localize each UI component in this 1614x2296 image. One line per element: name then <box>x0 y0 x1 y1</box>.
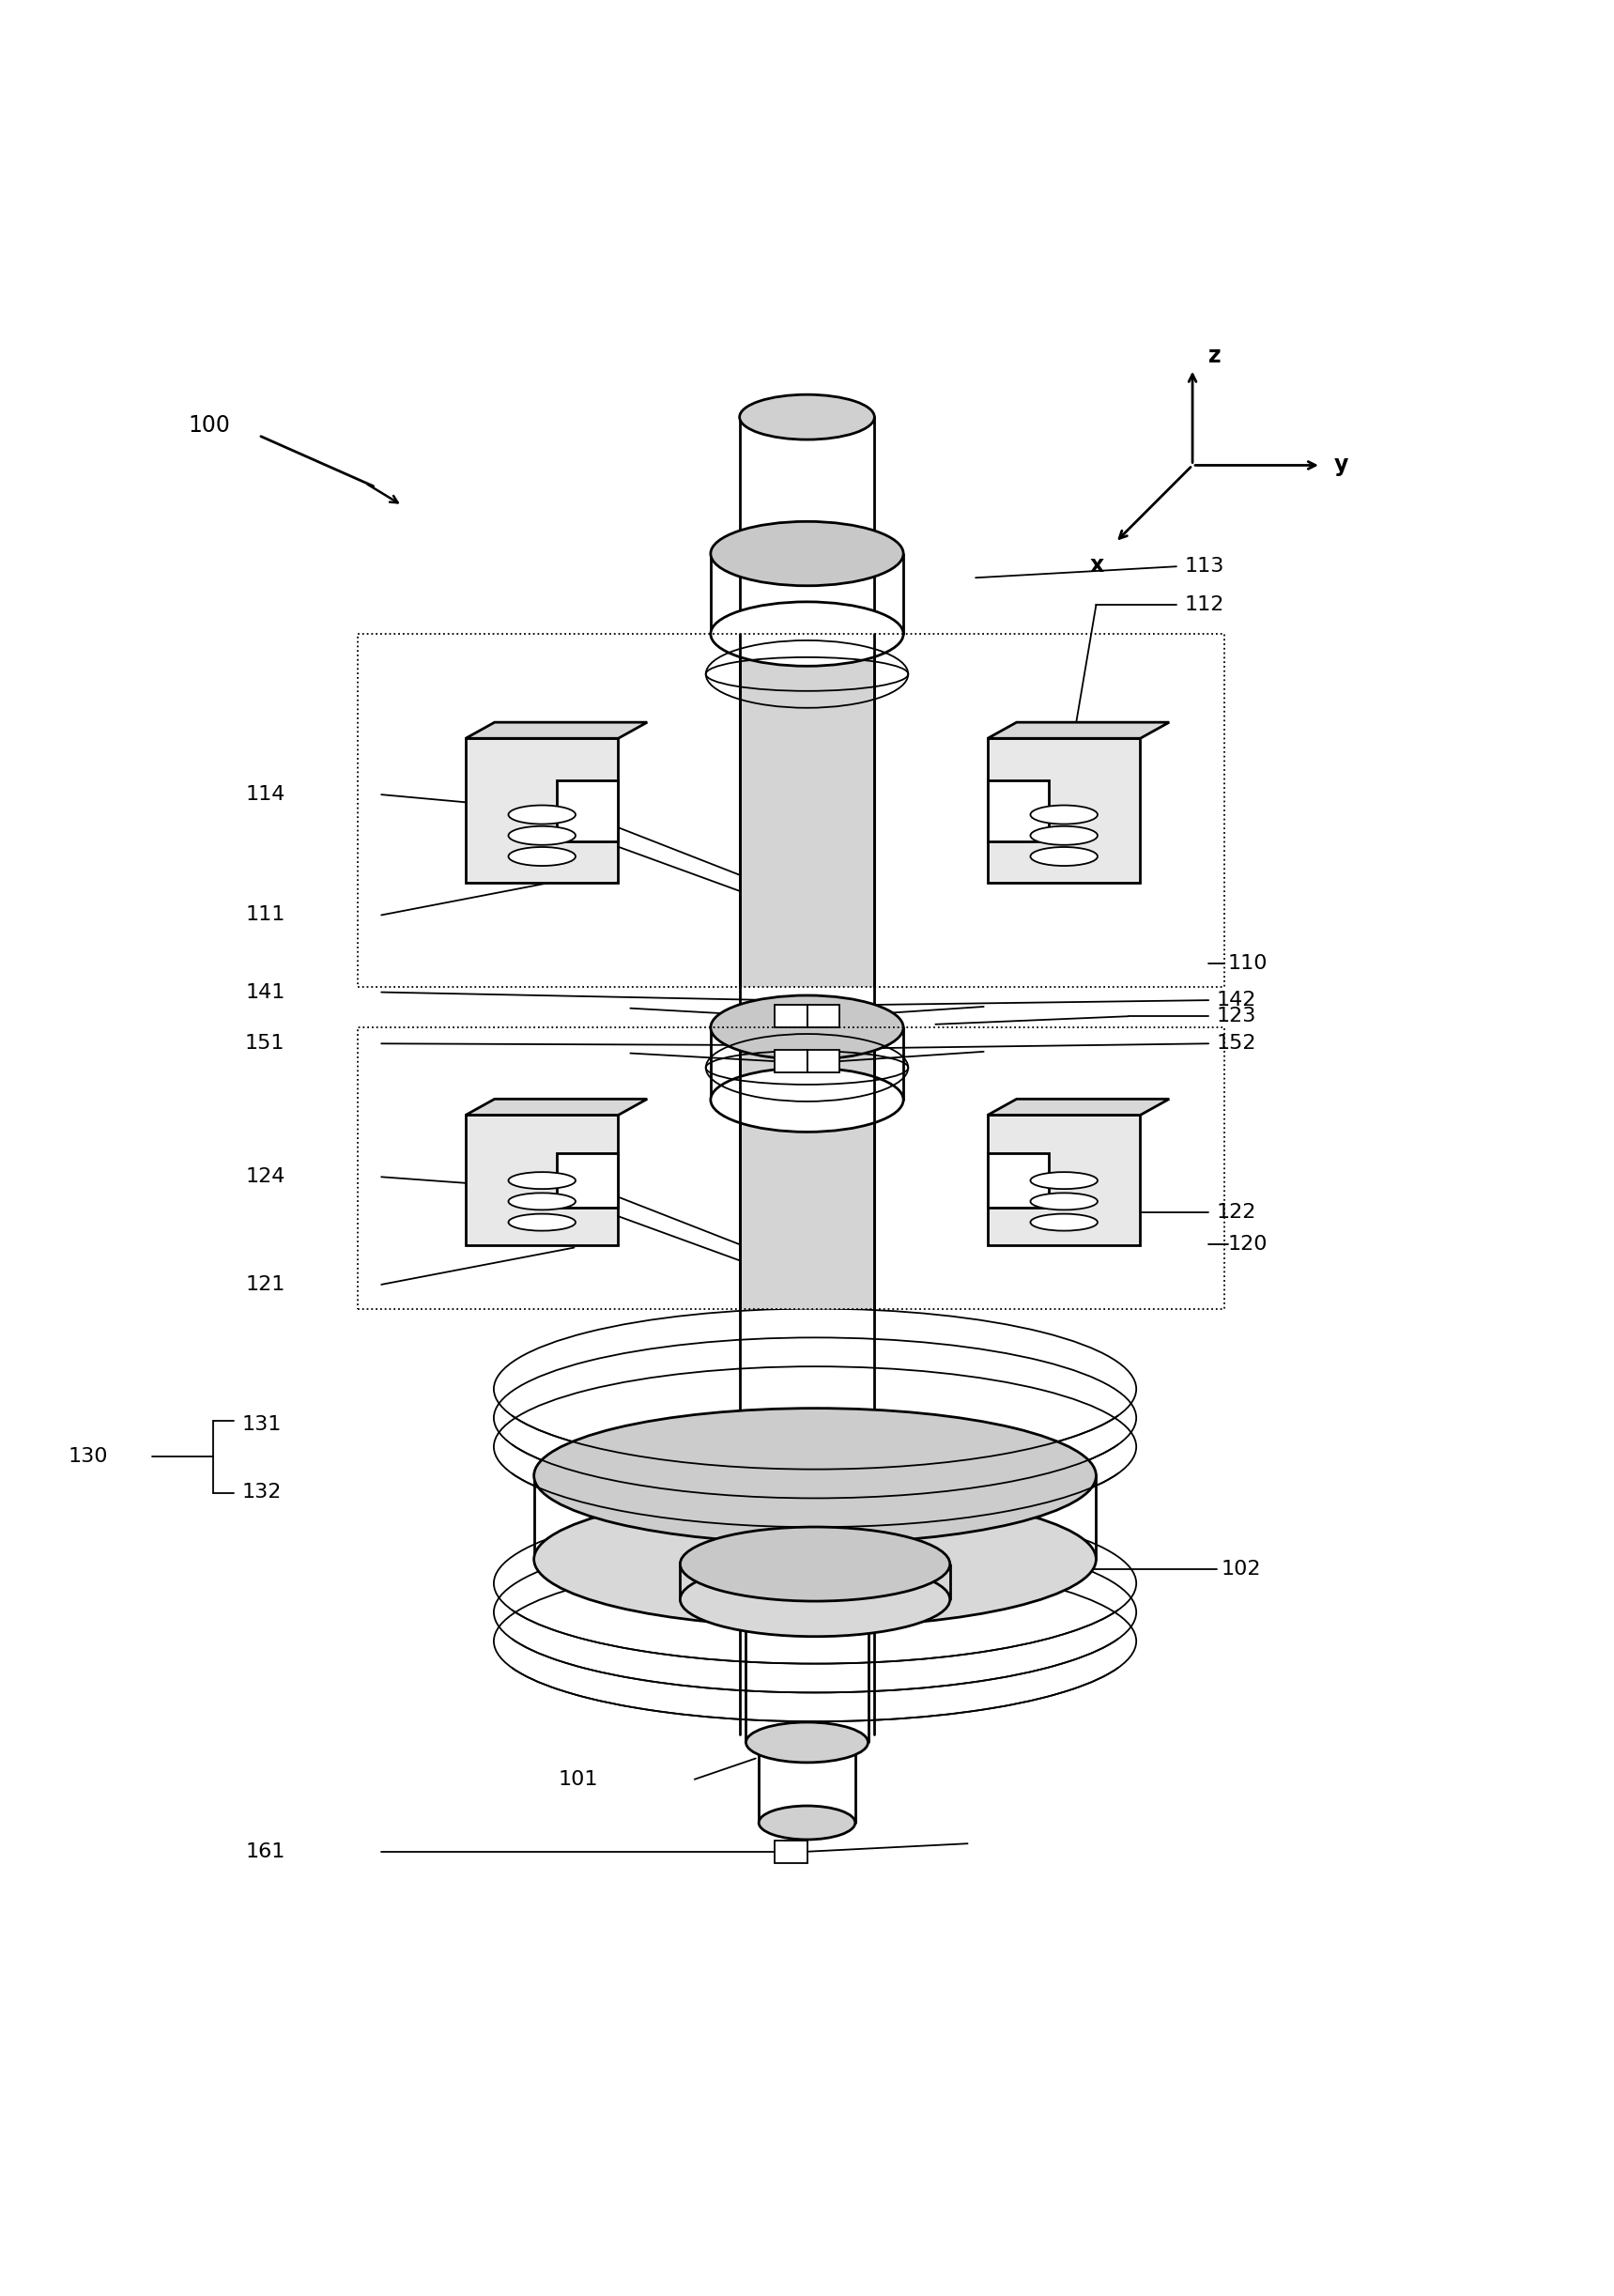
Text: 114: 114 <box>245 785 286 804</box>
Text: 142: 142 <box>1217 992 1256 1010</box>
Polygon shape <box>466 723 647 739</box>
Text: 121: 121 <box>245 1274 286 1295</box>
Text: 131: 131 <box>242 1414 281 1433</box>
Ellipse shape <box>710 1068 904 1132</box>
Bar <box>807 1049 839 1072</box>
Text: y: y <box>1333 455 1348 478</box>
Text: 112: 112 <box>1185 595 1225 615</box>
Text: 132: 132 <box>242 1483 281 1502</box>
Text: 161: 161 <box>245 1841 286 1862</box>
Ellipse shape <box>1030 1171 1098 1189</box>
Bar <box>557 1153 618 1208</box>
Text: 152: 152 <box>1217 1033 1256 1054</box>
Ellipse shape <box>759 1727 855 1759</box>
Text: 110: 110 <box>1228 953 1267 974</box>
Ellipse shape <box>534 1492 1096 1626</box>
Polygon shape <box>466 1100 647 1116</box>
Bar <box>775 1049 807 1072</box>
Polygon shape <box>988 723 1169 739</box>
Ellipse shape <box>508 806 576 824</box>
Ellipse shape <box>710 602 904 666</box>
Bar <box>466 739 618 884</box>
Ellipse shape <box>746 1722 868 1763</box>
Bar <box>739 634 875 987</box>
Ellipse shape <box>508 827 576 845</box>
Ellipse shape <box>508 1215 576 1231</box>
Ellipse shape <box>508 1171 576 1189</box>
Text: 141: 141 <box>245 983 286 1001</box>
Bar <box>739 1029 875 1309</box>
Text: 113: 113 <box>1185 558 1225 576</box>
Text: 102: 102 <box>1222 1559 1261 1577</box>
Ellipse shape <box>1030 1215 1098 1231</box>
Text: 101: 101 <box>558 1770 599 1789</box>
Text: 124: 124 <box>245 1169 286 1187</box>
Ellipse shape <box>534 1407 1096 1543</box>
Polygon shape <box>988 1100 1169 1116</box>
Bar <box>775 1006 807 1029</box>
Text: 151: 151 <box>245 1033 286 1054</box>
Ellipse shape <box>1030 847 1098 866</box>
Ellipse shape <box>508 1194 576 1210</box>
Ellipse shape <box>508 847 576 866</box>
Ellipse shape <box>710 521 904 585</box>
Ellipse shape <box>710 996 904 1061</box>
Bar <box>988 739 1139 884</box>
Ellipse shape <box>1030 827 1098 845</box>
Text: 130: 130 <box>68 1446 108 1465</box>
Text: z: z <box>1209 344 1222 367</box>
Bar <box>775 1841 807 1862</box>
Bar <box>807 1006 839 1029</box>
Ellipse shape <box>679 1561 951 1637</box>
Ellipse shape <box>1030 806 1098 824</box>
Text: 122: 122 <box>1217 1203 1256 1221</box>
Bar <box>357 1029 1225 1309</box>
Bar <box>988 1153 1049 1208</box>
Ellipse shape <box>1030 1194 1098 1210</box>
Text: x: x <box>1089 553 1104 576</box>
Ellipse shape <box>759 1807 855 1839</box>
Bar <box>357 634 1225 987</box>
Bar <box>988 1116 1139 1244</box>
Text: 111: 111 <box>245 905 286 925</box>
Bar <box>988 781 1049 840</box>
Text: 120: 120 <box>1228 1235 1267 1254</box>
Text: 123: 123 <box>1217 1008 1256 1026</box>
Ellipse shape <box>739 395 875 439</box>
Bar <box>557 781 618 840</box>
Bar <box>466 1116 618 1244</box>
Text: 100: 100 <box>189 413 231 436</box>
Ellipse shape <box>679 1527 951 1600</box>
